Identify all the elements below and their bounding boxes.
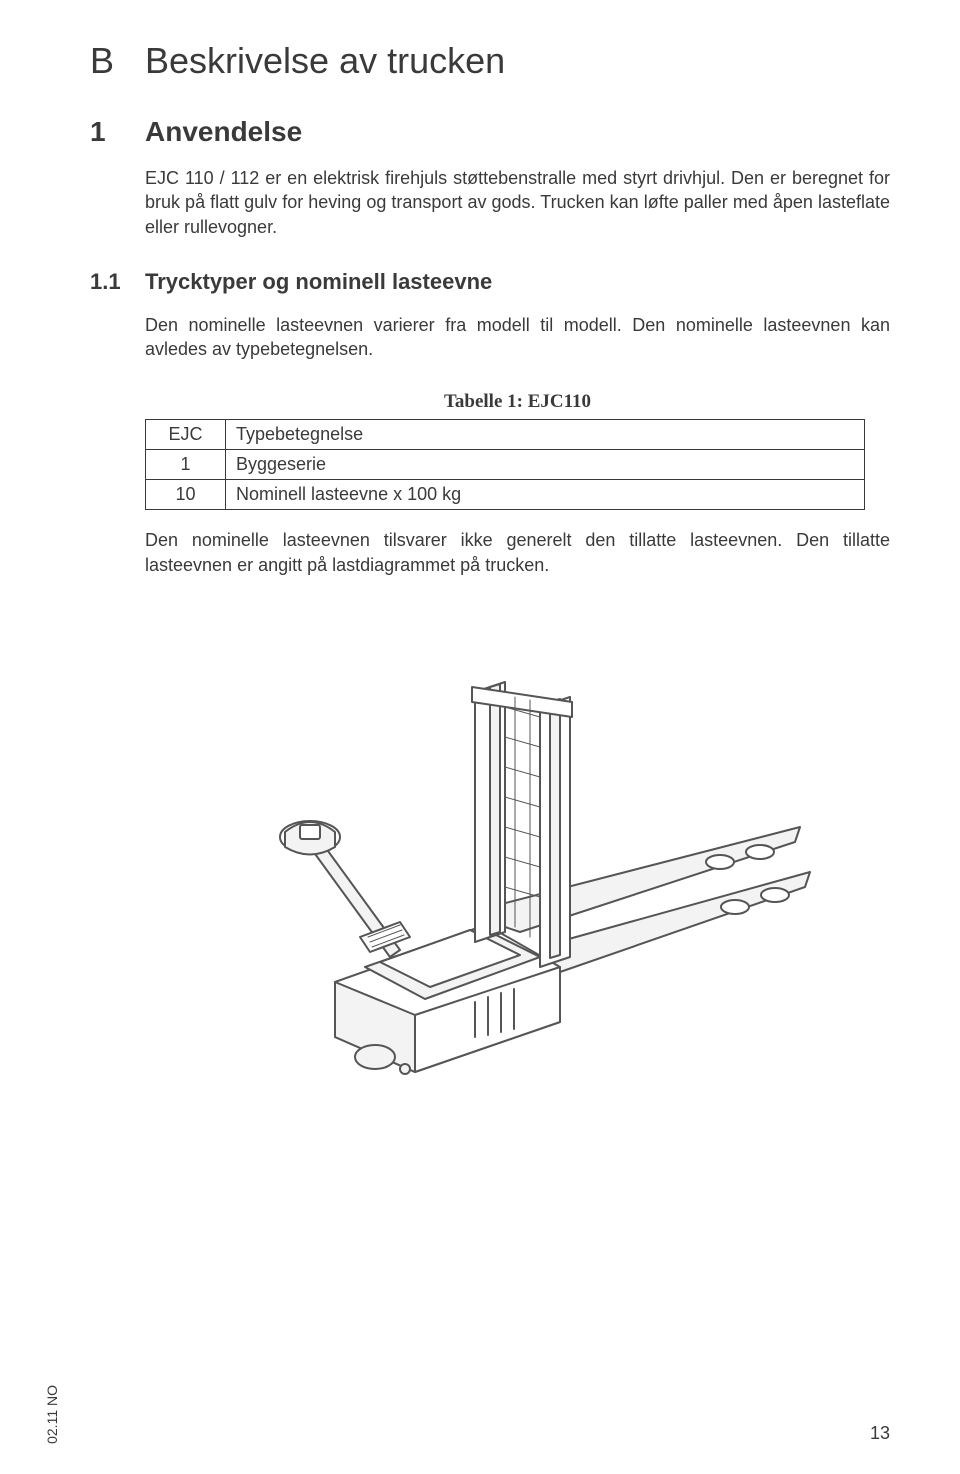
subsection-paragraph: Den nominelle lasteevnen varierer fra mo…: [145, 313, 890, 362]
table-cell-value: Typebetegnelse: [226, 420, 865, 450]
table-cell-value: Byggeserie: [226, 450, 865, 480]
section-number: 1: [90, 116, 145, 148]
table-cell-key: 1: [146, 450, 226, 480]
type-table: EJC Typebetegnelse 1 Byggeserie 10 Nomin…: [145, 419, 865, 510]
closing-paragraph: Den nominelle lasteevnen tilsvarer ikke …: [145, 528, 890, 577]
section-title: Anvendelse: [145, 116, 302, 148]
section-row: 1 Anvendelse: [90, 116, 890, 148]
table-row: 1 Byggeserie: [146, 450, 865, 480]
table-cell-key: EJC: [146, 420, 226, 450]
subsection-number: 1.1: [90, 269, 145, 295]
chapter-letter: B: [90, 40, 145, 82]
chapter-title: Beskrivelse av trucken: [145, 40, 505, 82]
table-caption: Tabelle 1: EJC110: [145, 391, 890, 413]
truck-illustration: [240, 637, 890, 1102]
page: B Beskrivelse av trucken 1 Anvendelse EJ…: [0, 0, 960, 1474]
chapter-row: B Beskrivelse av trucken: [90, 40, 890, 82]
table-cell-value: Nominell lasteevne x 100 kg: [226, 480, 865, 510]
subsection-title: Trycktyper og nominell lasteevne: [145, 269, 492, 295]
table-cell-key: 10: [146, 480, 226, 510]
page-number: 13: [870, 1423, 890, 1444]
subsection-row: 1.1 Trycktyper og nominell lasteevne: [90, 269, 890, 295]
footer-doc-code: 02.11 NO: [44, 1385, 60, 1444]
pallet-truck-icon: [240, 637, 820, 1097]
table-row: 10 Nominell lasteevne x 100 kg: [146, 480, 865, 510]
intro-paragraph: EJC 110 / 112 er en elektrisk firehjuls …: [145, 166, 890, 239]
table-row: EJC Typebetegnelse: [146, 420, 865, 450]
